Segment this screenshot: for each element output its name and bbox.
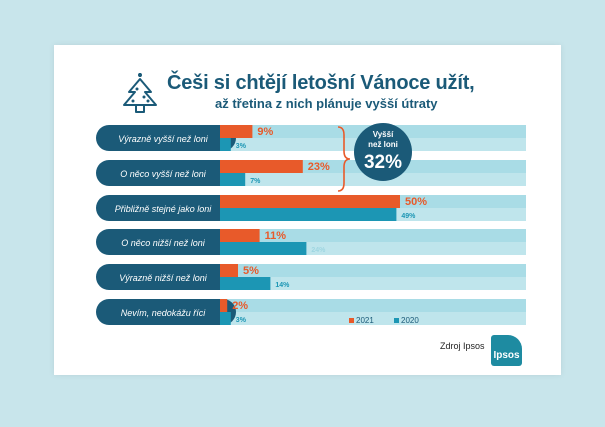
logo-text: Ipsos [493,350,520,361]
bar-2021 [220,264,238,277]
callout-circle [354,123,412,181]
value-label-2020: 49% [401,213,416,220]
bracket [337,126,351,192]
value-label-2021: 9% [257,126,273,138]
category-pill [96,125,236,151]
bar-2020 [220,277,271,290]
category-pill [96,299,236,325]
bar-2020 [220,312,231,325]
category-label: Výrazně nižší než loni [119,273,208,283]
category-label: Nevím, nedokážu říci [121,308,207,318]
value-label-2021: 5% [243,265,259,277]
value-label-2020: 3% [236,317,247,324]
value-label-2021: 11% [265,230,287,242]
christmas-tree-icon [118,70,162,118]
value-label-2020: 3% [236,143,247,150]
bar-2020 [220,173,246,186]
legend-swatch-2020 [394,318,399,324]
bar-2021 [220,125,253,138]
category-pill [96,160,236,186]
bar-2021 [220,195,400,208]
source-text: Zdroj Ipsos [440,341,485,351]
category-label: O něco nižší než loni [121,238,206,248]
category-pill [96,264,236,290]
value-label-2021: 50% [405,196,427,208]
value-label-2020: 14% [275,282,290,289]
bar-2020 [220,208,397,221]
bar-2020 [220,138,231,151]
category-label: Přibližně stejné jako loni [115,204,213,214]
category-pill [96,229,236,255]
bar-track-2021 [220,264,526,277]
legend-item-2020: 2020 [394,316,419,325]
bar-track-2021 [220,299,526,312]
legend-label-2021: 2021 [356,316,374,325]
bar-2021 [220,160,303,173]
chart-title: Češi si chtějí letošní Vánoce užít, [167,72,475,94]
bar-track-2020 [220,277,526,290]
legend-swatch-2021 [349,318,354,324]
chart-subtitle: až třetina z nich plánuje vyšší útraty [215,96,438,111]
value-label-2021: 2% [232,300,248,312]
bar-2021 [220,229,260,242]
bar-track-2021 [220,229,526,242]
category-pill [96,195,236,221]
value-label-2021: 23% [308,161,330,173]
legend-item-2021: 2021 [349,316,374,325]
bar-2021 [220,299,228,312]
bar-track-2020 [220,312,526,325]
callout-value: 32% [364,152,402,173]
callout-label-line2: než loni [368,140,398,149]
value-label-2020: 7% [250,178,261,185]
callout-label-line1: Vyšší [373,130,394,139]
category-label: Výrazně vyšší než loni [118,134,209,144]
bar-track-2020 [220,173,526,186]
category-label: O něco vyšší než loni [120,169,207,179]
bar-2020 [220,242,307,255]
legend-label-2020: 2020 [401,316,419,325]
ipsos-logo: Ipsos [491,335,522,366]
value-label-2020: 24% [311,247,326,254]
